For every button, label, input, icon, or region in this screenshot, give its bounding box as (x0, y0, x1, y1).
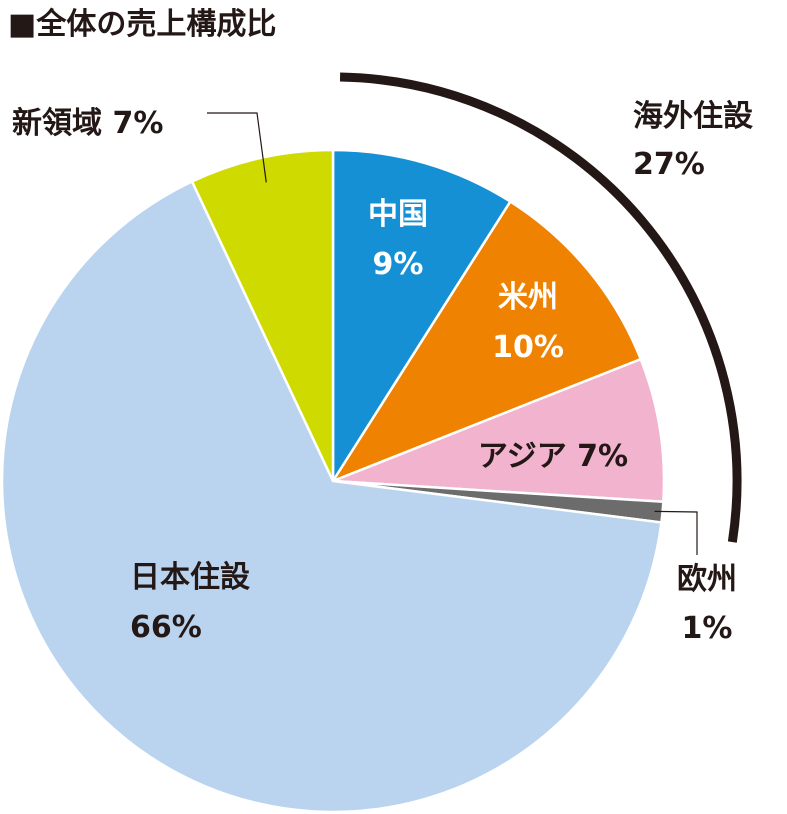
pie-slice-3 (331, 357, 666, 504)
label-japan-name: 日本住設 (130, 560, 250, 595)
pie-slice-2 (331, 200, 643, 483)
pie-slice-5 (0, 180, 663, 814)
label-europe-value: 1% (682, 611, 733, 646)
label-overseas-value: 27% (633, 147, 705, 182)
chart-title: ■全体の売上構成比 (8, 7, 276, 42)
label-china-value: 9% (373, 247, 424, 282)
label-americas-name: 米州 (498, 280, 558, 315)
pie-slice-1 (331, 148, 512, 483)
pie-slices (0, 148, 666, 814)
label-americas-value: 10% (492, 330, 564, 365)
pie-slice-6 (190, 148, 335, 483)
label-asia: アジア 7% (478, 439, 628, 474)
leader-line-new-field (207, 112, 267, 183)
leader-line-europe (654, 510, 698, 555)
label-overseas-name: 海外住設 (633, 99, 753, 134)
label-europe-name: 欧州 (677, 562, 737, 597)
label-china-name: 中国 (368, 197, 428, 232)
label-japan-value: 66% (130, 610, 202, 645)
label-new-field: 新領域 7% (12, 106, 163, 141)
overseas-group-arc (339, 72, 742, 543)
